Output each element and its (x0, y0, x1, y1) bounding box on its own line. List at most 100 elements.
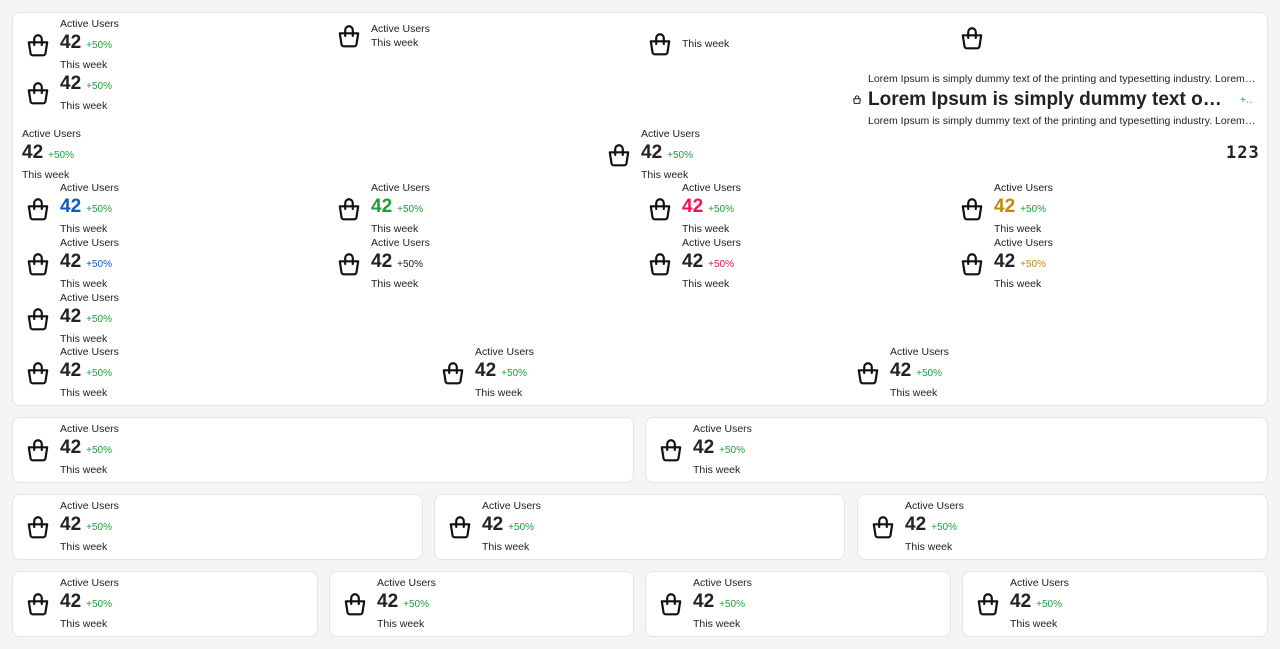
shopping-bag-icon (24, 31, 52, 59)
stat-period: This week (60, 541, 108, 553)
stat-card (645, 417, 1268, 483)
stat-widget: Active Users 42 +50% This week (24, 422, 119, 477)
stat-delta: +50% (708, 204, 734, 215)
stat-widget: Active Users 42 +50% This week (439, 345, 534, 400)
shopping-bag-icon (958, 250, 986, 278)
stat-delta: +50% (86, 314, 112, 325)
stat-value: 42 (682, 251, 704, 272)
stat-label: Active Users (377, 577, 436, 589)
stat-value: 42 (693, 591, 715, 612)
stat-label: Active Users (682, 237, 741, 249)
stat-value: 42 (905, 514, 927, 535)
stat-widget: Active Users 42 +50% This week (646, 236, 741, 291)
shopping-bag-icon (24, 79, 52, 107)
stat-value: 42 (60, 73, 82, 94)
shopping-bag-icon (974, 590, 1002, 618)
stat-period: This week (1010, 618, 1058, 630)
stat-period: This week (60, 223, 108, 235)
shopping-bag-icon (853, 95, 861, 104)
stat-widget: Active Users 42 +50% This week (869, 499, 964, 554)
stat-delta: +50% (403, 599, 429, 610)
shopping-bag-icon (341, 590, 369, 618)
stat-value: 42 (682, 196, 704, 217)
stat-label: Active Users (60, 346, 119, 358)
stat-value: 42 (641, 142, 663, 163)
shopping-bag-icon (958, 195, 986, 223)
stat-delta: +50% (1020, 204, 1046, 215)
stat-label: Active Users (60, 292, 119, 304)
stat-period: This week (905, 541, 953, 553)
stat-label: Active Users (60, 182, 119, 194)
stat-delta: +50% (508, 522, 534, 533)
stat-widget: Active Users 42 +50% This week (958, 181, 1053, 236)
stat-widget: Active Users 42 +50% This week (24, 291, 119, 346)
shopping-bag-icon (439, 359, 467, 387)
stat-label: Active Users (60, 500, 119, 512)
stat-widget: Active Users 42 +50% This week (854, 345, 949, 400)
stat-label: Active Users (60, 18, 119, 30)
stat-value: 42 (377, 591, 399, 612)
shopping-bag-icon (24, 513, 52, 541)
stat-delta: +50% (86, 599, 112, 610)
stat-value: 42 (60, 591, 82, 612)
stat-value: 42 (60, 360, 82, 381)
stat-value: 42 (371, 251, 393, 272)
stat-card (12, 417, 634, 483)
stat-label: Active Users (60, 423, 119, 435)
stat-delta: +50% (86, 81, 112, 92)
lorem-title: Lorem Ipsum is simply dummy text of the … (868, 89, 1228, 110)
stat-widget: Active Users 42 +50% This week (22, 127, 81, 182)
shopping-bag-icon (646, 250, 674, 278)
stat-delta: +50% (501, 368, 527, 379)
stat-value: 42 (890, 360, 912, 381)
stat-delta: +50% (719, 599, 745, 610)
stat-label: Active Users (22, 128, 81, 140)
stat-period: This week (641, 169, 689, 181)
stat-delta: +50% (86, 259, 112, 270)
stat-widget: 42 +50% This week (24, 72, 112, 113)
stat-card (12, 494, 423, 560)
shopping-bag-icon (24, 359, 52, 387)
stat-widget: Active Users 42 +50% This week (335, 236, 430, 291)
stat-period: This week (371, 37, 419, 49)
stat-delta: +50% (86, 204, 112, 215)
stat-period: This week (475, 387, 523, 399)
stat-period: This week (693, 464, 741, 476)
stat-widget: Active Users 42 +50% This week (657, 576, 752, 631)
shopping-bag-icon (869, 513, 897, 541)
stat-period: This week (60, 618, 108, 630)
stat-value: 42 (60, 196, 82, 217)
stat-value: 42 (60, 251, 82, 272)
stat-widget: Active Users 42 +50% This week (646, 181, 741, 236)
stat-label: Active Users (482, 500, 541, 512)
stat-label: Active Users (693, 423, 752, 435)
stat-label: Active Users (994, 182, 1053, 194)
shopping-bag-icon (446, 513, 474, 541)
shopping-bag-icon (335, 22, 363, 50)
stat-delta: +50% (1036, 599, 1062, 610)
stat-value: 42 (371, 196, 393, 217)
stat-widget: Active Users 42 +50% This week (335, 181, 430, 236)
main-stats-card (12, 12, 1268, 406)
stat-widget: Active Users 42 +50% This week (446, 499, 541, 554)
stat-label: Active Users (60, 577, 119, 589)
stat-widget: Active Users This week (335, 22, 430, 50)
stat-period: This week (22, 169, 70, 181)
stat-value: 42 (1010, 591, 1032, 612)
stat-period: This week (377, 618, 425, 630)
stat-period: This week (60, 100, 108, 112)
stat-label: Active Users (1010, 577, 1069, 589)
stat-period: This week (994, 223, 1042, 235)
stat-period: This week (60, 333, 108, 345)
shopping-bag-icon (24, 195, 52, 223)
stat-period: This week (890, 387, 938, 399)
lorem-top-text: Lorem Ipsum is simply dummy text of the … (868, 73, 1258, 85)
stat-delta: +50% (1020, 259, 1046, 270)
stat-period: This week (60, 278, 108, 290)
stat-widget: This week (646, 30, 729, 58)
stat-value: 42 (22, 142, 44, 163)
stat-widget: Active Users 42 +50% This week (958, 236, 1053, 291)
shopping-bag-icon (24, 590, 52, 618)
shopping-bag-icon (335, 250, 363, 278)
stat-delta: +50% (86, 40, 112, 51)
